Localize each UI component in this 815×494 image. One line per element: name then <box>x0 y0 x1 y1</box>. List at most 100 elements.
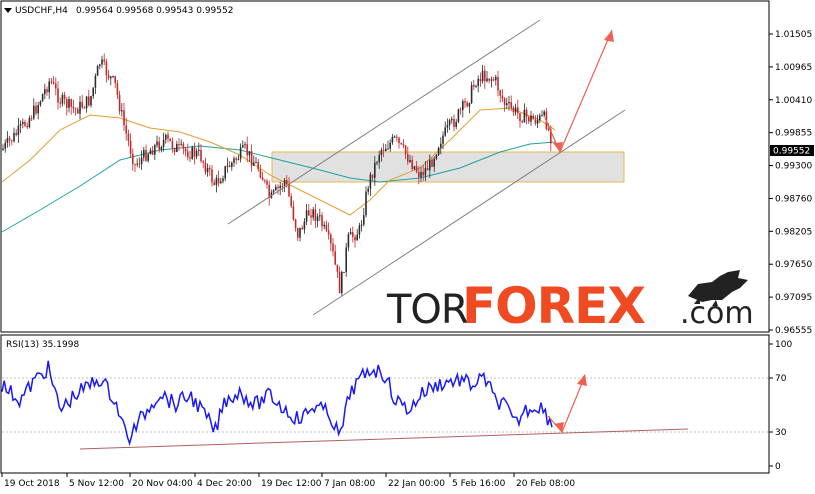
candle-body <box>481 70 484 82</box>
candle-body <box>508 102 510 104</box>
rsi-panel-frame <box>0 334 770 474</box>
candle-body <box>261 177 264 181</box>
logo-tor: TOR <box>386 287 468 333</box>
candle-body <box>83 107 86 109</box>
time-tick-label: 20 Nov 04:00 <box>132 479 193 489</box>
candle-body <box>297 228 299 238</box>
candle-body <box>332 243 334 252</box>
candle-body <box>367 188 369 192</box>
candle-body <box>50 81 53 83</box>
candle-body <box>404 145 407 155</box>
candle-body <box>345 247 347 272</box>
candle-body <box>74 108 77 110</box>
forecast-arrow-price <box>544 29 614 154</box>
candle-body <box>519 113 521 122</box>
candle-body <box>440 143 442 148</box>
candle-body <box>173 148 176 153</box>
candle-body <box>143 149 145 158</box>
candle-body <box>424 168 427 176</box>
candle-body <box>63 94 66 100</box>
price-axis: 1.01505 1.00965 1.00410 0.99855 0.99300 0.987… <box>769 30 812 336</box>
candle-body <box>514 107 517 113</box>
candle-body <box>231 162 233 167</box>
candle-body <box>360 224 363 226</box>
candle-body <box>189 157 191 159</box>
candle-body <box>292 206 295 220</box>
candle-body <box>464 101 466 103</box>
time-tick-label: 4 Dec 20:00 <box>197 479 252 489</box>
candle-body <box>237 158 240 160</box>
candle-body <box>341 272 343 294</box>
dropdown-triangle-icon[interactable] <box>4 8 12 13</box>
bull-logo-icon <box>688 270 748 306</box>
candle-body <box>290 196 292 207</box>
candle-body <box>451 118 453 121</box>
candle-body <box>512 107 515 113</box>
candle-body <box>167 134 169 139</box>
candle-body <box>242 145 244 148</box>
candle-body <box>349 232 352 235</box>
candle-body <box>255 162 257 164</box>
candle-body <box>294 219 297 229</box>
candle-body <box>426 168 429 171</box>
candle-body <box>495 76 497 81</box>
candle-body <box>235 158 237 160</box>
candle-body <box>459 109 462 111</box>
candle-body <box>70 99 72 107</box>
candle-body <box>380 149 383 156</box>
candle-body <box>125 125 127 134</box>
candle-body <box>279 185 281 189</box>
candle-body <box>378 155 380 163</box>
candle-body <box>85 96 88 109</box>
candle-body <box>398 137 400 144</box>
candle-body <box>499 90 501 96</box>
candle-body <box>226 165 229 167</box>
candle-body <box>490 79 493 81</box>
candle-body <box>103 59 105 62</box>
torforex-logo: TOR FOREX .com <box>386 270 754 335</box>
candle-body <box>41 94 44 102</box>
candle-body <box>55 83 57 89</box>
candle-body <box>468 103 471 107</box>
candle-body <box>158 141 160 150</box>
candle-body <box>33 105 35 119</box>
candle-body <box>268 184 270 199</box>
candle-body <box>22 121 24 124</box>
candle-body <box>176 143 178 153</box>
time-tick-label: 7 Jan 08:00 <box>324 479 376 489</box>
candle-body <box>506 103 508 105</box>
candle-body <box>259 169 262 178</box>
candle-body <box>488 78 490 81</box>
candle-body <box>319 215 321 217</box>
candle-body <box>470 84 473 104</box>
channel-lower-line <box>312 109 626 316</box>
candle-body <box>543 111 545 116</box>
candle-body <box>400 143 402 145</box>
candle-body <box>521 121 523 123</box>
candle-body <box>330 234 332 244</box>
candle-body <box>301 227 303 230</box>
candle-body <box>129 140 132 154</box>
current-price-marker: 0.99552 <box>770 145 814 157</box>
rsi-label: RSI(13) 35.1998 <box>6 340 79 350</box>
candle-body <box>391 136 394 143</box>
candle-body <box>37 105 39 114</box>
candle-body <box>325 224 328 231</box>
candle-body <box>530 115 532 122</box>
candle-body <box>101 59 103 65</box>
candle-body <box>477 78 479 86</box>
candle-body <box>217 177 220 184</box>
candle-body <box>336 264 339 272</box>
candle-body <box>4 142 6 149</box>
support-zone <box>271 151 625 183</box>
candle-body <box>94 75 97 88</box>
price-tick-label: 0.99855 <box>775 129 812 139</box>
candle-body <box>171 141 174 149</box>
candle-body <box>156 141 158 146</box>
candle-body <box>264 180 266 182</box>
candle-body <box>228 165 231 167</box>
price-tick-label: 0.98205 <box>775 227 812 237</box>
candle-body <box>347 234 350 248</box>
rsi-tick-label: 0 <box>775 462 781 472</box>
